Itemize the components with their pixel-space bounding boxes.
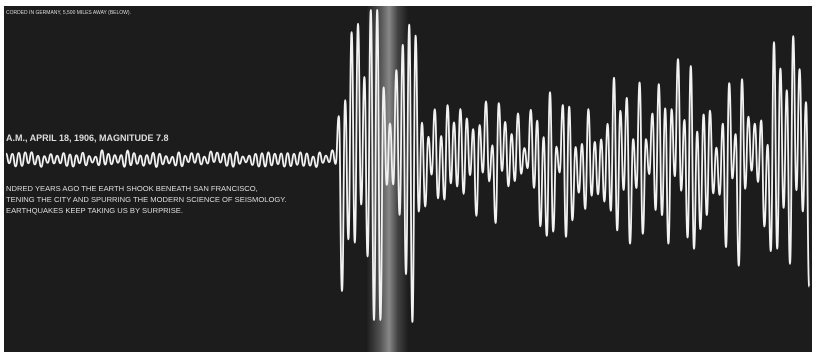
seismogram [5,9,811,323]
body-line: TENING THE CITY AND SPURRING THE MODERN … [6,195,286,204]
caption: CORDED IN GERMANY, 5,500 MILES AWAY (BEL… [6,10,131,16]
heading: A.M., APRIL 18, 1906, MAGNITUDE 7.8 [6,133,169,143]
body-line: NDRED YEARS AGO THE EARTH SHOOK BENEATH … [6,184,258,193]
body-line: EARTHQUAKES KEEP TAKING US BY SURPRISE. [6,206,183,215]
